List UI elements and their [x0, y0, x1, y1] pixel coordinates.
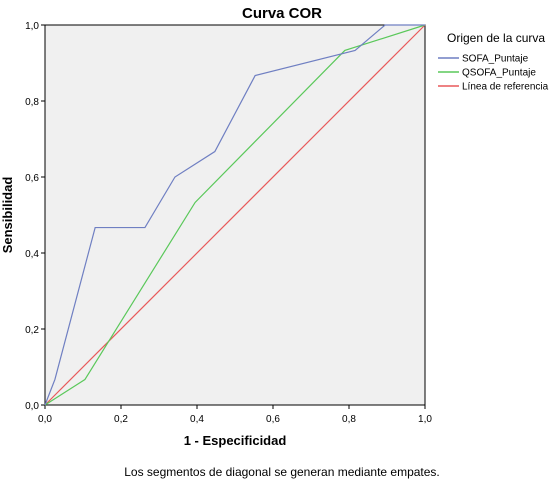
y-tick-label: 0,4 — [25, 249, 39, 260]
y-tick-label: 0,2 — [25, 325, 39, 336]
y-tick-label: 0,6 — [25, 173, 39, 184]
chart-title: Curva COR — [242, 5, 322, 22]
legend-label-l-nea-de-referencia: Línea de referencia — [462, 82, 549, 93]
y-tick-label: 0,8 — [25, 97, 39, 108]
series-line-sofa-puntaje — [44, 24, 425, 406]
x-tick-label: 0,8 — [342, 414, 356, 425]
x-tick-label: 1,0 — [418, 414, 432, 425]
series-layer — [44, 24, 426, 406]
legend-items: SOFA_Puntaje QSOFA_Puntaje Línea de refere… — [438, 54, 549, 93]
axis-ticks: 0,0 0,2 0,4 0,6 0,8 1,0 0,0 0,2 0,4 0,6 0,8 1,0 — [25, 21, 432, 425]
y-tick-label: 0,0 — [25, 401, 39, 412]
x-tick-label: 0,6 — [266, 414, 280, 425]
legend-label-sofa-puntaje: SOFA_Puntaje — [462, 54, 529, 65]
x-tick-label: 0,0 — [38, 414, 52, 425]
x-axis-title: 1 - Especificidad — [184, 433, 287, 448]
legend: Origen de la curva SOFA_Puntaje QSOFA_Pun… — [438, 31, 549, 93]
legend-title: Origen de la curva — [447, 31, 545, 45]
x-tick-label: 0,2 — [114, 414, 128, 425]
y-axis-title: Sensibilidad — [0, 177, 15, 254]
footnote: Los segmentos de diagonal se generan med… — [124, 465, 440, 479]
legend-label-qsofa-puntaje: QSOFA_Puntaje — [462, 68, 536, 79]
y-tick-label: 1,0 — [25, 21, 39, 32]
series-line-qsofa-puntaje — [44, 24, 426, 406]
x-tick-label: 0,4 — [190, 414, 204, 425]
